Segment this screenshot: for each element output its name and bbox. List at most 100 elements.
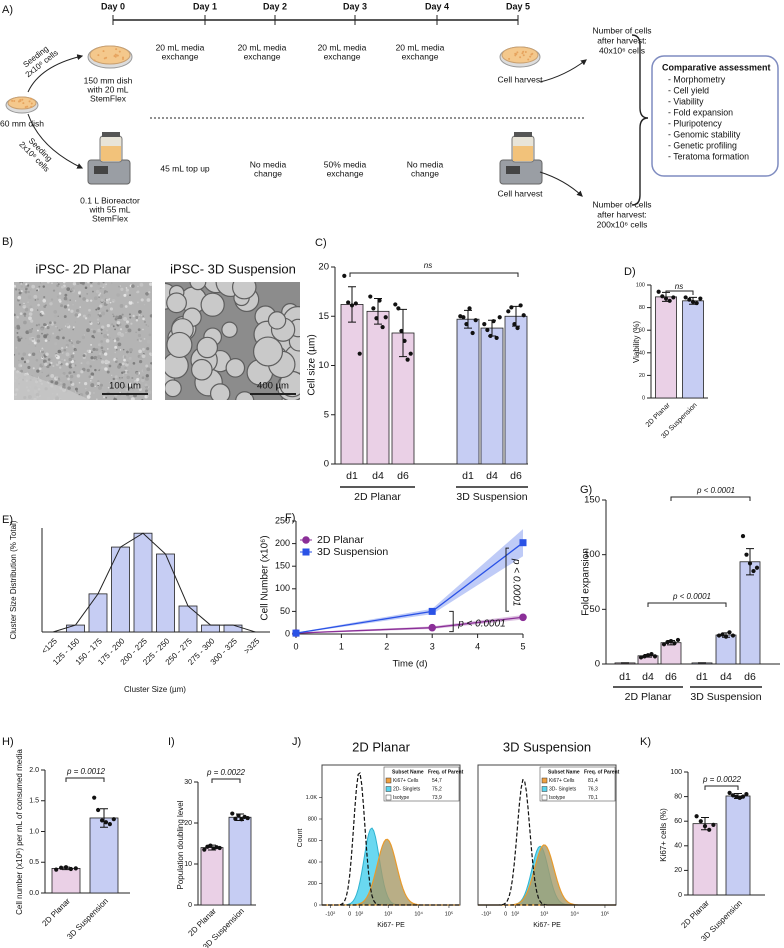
texture <box>96 359 98 361</box>
texture <box>52 289 56 292</box>
texture <box>80 370 84 374</box>
data-point <box>518 303 523 308</box>
texture <box>50 374 55 378</box>
y-tick-label: 10 <box>318 360 329 371</box>
texture <box>65 352 70 357</box>
texture <box>23 306 26 309</box>
texture <box>14 353 16 356</box>
texture <box>25 359 30 363</box>
cell-dot <box>105 56 108 59</box>
y-axis-label: Ki67+ cells (%) <box>659 808 668 862</box>
cell-dot <box>516 51 519 54</box>
data-point <box>59 865 64 870</box>
data-point <box>408 351 413 356</box>
y-tick-label: 20 <box>639 373 645 379</box>
texture <box>36 298 39 301</box>
texture <box>34 299 37 301</box>
texture <box>98 386 102 390</box>
texture <box>47 374 50 377</box>
data-point <box>694 300 699 306</box>
texture <box>76 374 81 378</box>
texture <box>121 362 125 366</box>
texture <box>20 369 24 373</box>
texture <box>35 305 38 308</box>
texture <box>117 342 122 347</box>
texture <box>72 352 75 355</box>
texture <box>55 300 59 305</box>
texture <box>85 299 89 302</box>
texture <box>96 318 100 321</box>
data-point <box>671 295 676 300</box>
label: with 55 mL <box>88 204 130 214</box>
texture <box>99 304 103 308</box>
texture <box>123 358 126 362</box>
bioreactor-cap <box>514 132 532 137</box>
texture <box>38 285 41 288</box>
texture <box>149 314 152 318</box>
texture <box>34 345 37 347</box>
annotation: p < 0.0001 <box>510 558 521 607</box>
data-point <box>497 315 502 320</box>
texture <box>37 329 39 332</box>
texture <box>87 282 90 284</box>
texture <box>49 302 53 306</box>
texture <box>43 295 46 299</box>
label: Isotype <box>393 795 409 801</box>
x-tick-label: <125 <box>40 636 59 655</box>
data-point <box>368 294 373 299</box>
texture <box>145 292 149 296</box>
cell-dot <box>114 53 117 56</box>
y-tick-label: 20 <box>318 262 329 273</box>
texture <box>137 328 141 332</box>
arrow <box>539 171 583 197</box>
data-point <box>694 814 699 819</box>
texture <box>144 317 146 319</box>
texture <box>65 362 69 366</box>
annotation: ns <box>424 261 432 270</box>
day-label: Day 2 <box>263 1 287 11</box>
texture <box>135 319 139 322</box>
assessment-box <box>651 55 779 177</box>
texture <box>86 395 91 399</box>
texture <box>28 353 31 357</box>
data-point <box>380 324 385 330</box>
texture <box>73 371 76 374</box>
texture <box>150 354 152 357</box>
texture <box>105 339 110 343</box>
texture <box>57 315 59 317</box>
y-tick-label: 60 <box>674 818 682 825</box>
y-tick-label: 20 <box>184 820 192 827</box>
texture <box>126 361 129 364</box>
bar <box>178 605 198 633</box>
data-point <box>645 653 651 658</box>
texture <box>100 325 105 329</box>
texture <box>100 328 103 331</box>
label: 45 mL top up <box>160 163 210 173</box>
texture <box>74 300 77 302</box>
marker <box>292 629 300 637</box>
cell-dot <box>529 55 532 58</box>
texture <box>62 282 66 284</box>
texture <box>138 382 141 385</box>
texture <box>142 317 145 321</box>
y-axis-label: Fold expansion <box>581 548 592 616</box>
legend-table <box>539 766 616 802</box>
texture <box>145 374 149 378</box>
texture <box>46 326 50 330</box>
aggregate <box>252 336 284 367</box>
y-tick-label: 200 <box>308 881 317 887</box>
texture <box>137 301 139 304</box>
aggregate <box>166 331 193 359</box>
bracket <box>449 610 454 633</box>
y-tick-label: 0.0 <box>29 890 39 897</box>
data-point <box>482 322 487 327</box>
texture <box>122 374 125 376</box>
y-tick-label: 150 <box>584 495 600 506</box>
texture <box>25 330 30 335</box>
x-tick-label: 4 <box>475 641 480 651</box>
texture <box>145 364 149 368</box>
texture <box>114 385 118 389</box>
x-axis-label: Ki67- PE <box>377 922 405 929</box>
x-tick-label: >325 <box>242 636 261 655</box>
texture <box>18 291 22 295</box>
